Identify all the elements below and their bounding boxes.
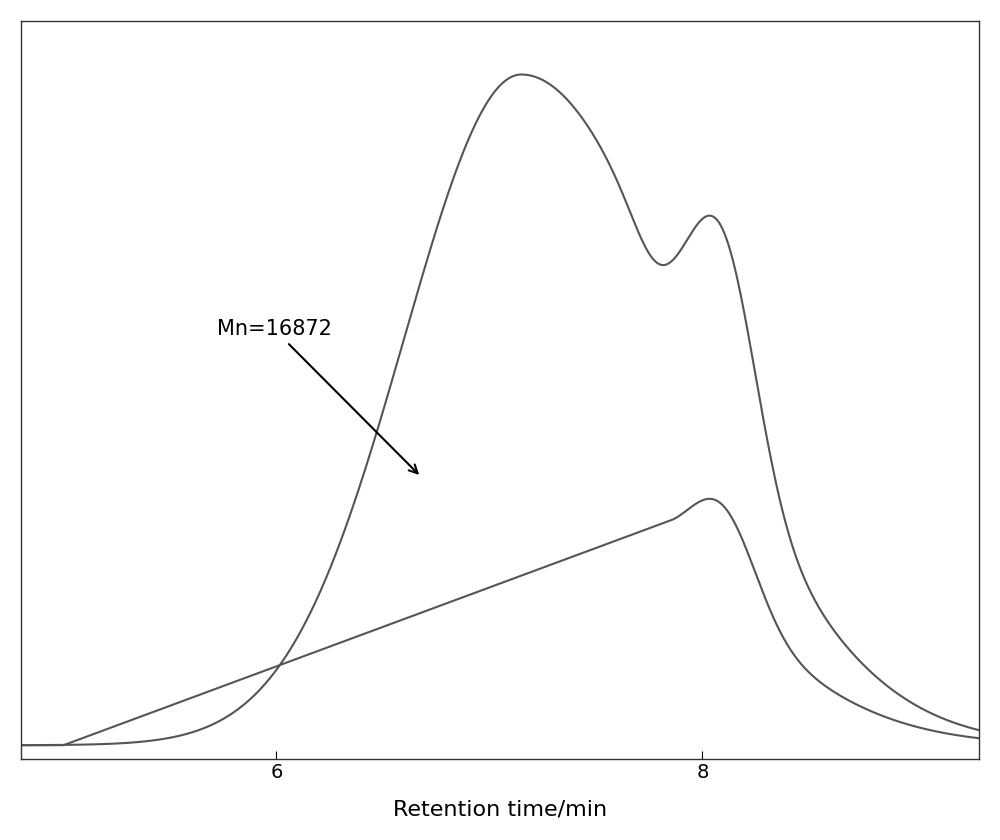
- X-axis label: Retention time/min: Retention time/min: [393, 799, 607, 819]
- Text: Mn=16872: Mn=16872: [217, 319, 418, 473]
